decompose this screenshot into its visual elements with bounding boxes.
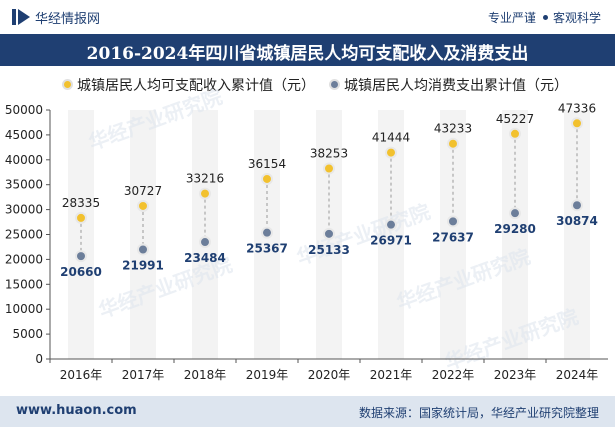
expense-point <box>323 227 335 240</box>
y-tick-label: 15000 <box>5 277 43 291</box>
brand-logo-icon <box>12 9 30 25</box>
y-tick-label: 10000 <box>5 302 43 316</box>
expense-point <box>385 218 397 231</box>
income-data-label: 43233 <box>434 122 472 136</box>
brand-name: 华经情报网 <box>35 12 101 27</box>
y-tick-label: 30000 <box>5 203 43 217</box>
income-point <box>571 117 583 130</box>
x-tick-label: 2020年 <box>308 368 351 382</box>
y-tick-label: 40000 <box>5 153 43 167</box>
column-band <box>564 110 590 359</box>
y-tick-label: 0 <box>35 352 43 366</box>
y-tick-label: 25000 <box>5 228 43 242</box>
y-tick-label: 35000 <box>5 178 43 192</box>
tagline-objective: 客观科学 <box>552 11 601 25</box>
y-tick-label: 20000 <box>5 252 43 266</box>
expense-data-label: 21991 <box>122 258 164 272</box>
expense-data-label: 25367 <box>246 242 288 256</box>
income-point <box>199 187 211 200</box>
expense-data-label: 27637 <box>432 230 474 244</box>
income-point <box>385 146 397 159</box>
expense-point <box>137 243 149 256</box>
income-data-label: 38253 <box>310 147 348 161</box>
income-point <box>447 137 459 150</box>
chart-title: 2016-2024年四川省城镇居民人均可支配收入及消费支出 <box>86 44 529 64</box>
expense-point <box>509 207 521 220</box>
expense-point <box>447 215 459 228</box>
header-bar: 华经情报网 专业严谨 客观科学 <box>0 0 615 34</box>
tagline-separator-dot <box>542 15 548 20</box>
income-data-label: 45227 <box>496 112 534 126</box>
legend-label-expense: 城镇居民人均消费支出累计值（元） <box>344 78 568 94</box>
expense-data-label: 25133 <box>308 243 350 257</box>
income-point <box>137 199 149 212</box>
expense-data-label: 30874 <box>556 214 598 228</box>
column-band <box>68 110 94 359</box>
income-data-label: 33216 <box>186 172 224 186</box>
income-point <box>261 172 273 185</box>
footer-url[interactable]: www.huaon.com <box>16 403 137 418</box>
legend-item-income: 城镇居民人均可支配收入累计值（元） <box>62 75 315 95</box>
x-tick-label: 2017年 <box>122 368 165 382</box>
tagline: 专业严谨 客观科学 <box>488 9 601 26</box>
x-tick-label: 2022年 <box>432 368 475 382</box>
x-tick-label: 2019年 <box>246 368 289 382</box>
income-data-label: 28335 <box>62 196 100 210</box>
expense-data-label: 23484 <box>184 251 226 265</box>
x-tick-label: 2016年 <box>60 368 103 382</box>
y-tick-label: 45000 <box>5 128 43 142</box>
expense-point <box>571 199 583 212</box>
column-band <box>502 110 528 359</box>
income-point <box>323 162 335 175</box>
legend-marker-expense <box>329 79 340 90</box>
legend-item-expense: 城镇居民人均消费支出累计值（元） <box>329 75 568 95</box>
expense-data-label: 26971 <box>370 234 412 248</box>
income-data-label: 30727 <box>124 184 162 198</box>
y-tick-label: 5000 <box>12 327 43 341</box>
legend-label-income: 城镇居民人均可支配收入累计值（元） <box>77 78 315 94</box>
column-band <box>130 110 156 359</box>
footer-source: 数据来源：国家统计局，华经产业研究院整理 <box>358 406 599 420</box>
watermark: 华经产业研究院 <box>294 199 434 269</box>
column-band <box>192 110 218 359</box>
expense-point <box>199 236 211 249</box>
x-tick-label: 2023年 <box>494 368 537 382</box>
income-point <box>509 127 521 140</box>
expense-data-label: 29280 <box>494 222 536 236</box>
expense-point <box>75 250 87 263</box>
footer-bar: www.huaon.com 数据来源：国家统计局，华经产业研究院整理 <box>0 396 615 427</box>
x-tick-label: 2024年 <box>556 368 599 382</box>
y-tick-label: 50000 <box>5 103 43 117</box>
legend-marker-income <box>62 79 73 90</box>
tagline-professional: 专业严谨 <box>487 11 536 25</box>
income-data-label: 47336 <box>558 101 596 115</box>
income-data-label: 41444 <box>372 131 410 145</box>
chart-legend: 城镇居民人均可支配收入累计值（元） 城镇居民人均消费支出累计值（元） <box>62 75 582 95</box>
expense-point <box>261 226 273 239</box>
x-tick-label: 2018年 <box>184 368 227 382</box>
expense-data-label: 20660 <box>60 265 102 279</box>
income-point <box>75 211 87 224</box>
income-data-label: 36154 <box>248 157 286 171</box>
title-bar: 2016-2024年四川省城镇居民人均可支配收入及消费支出 <box>0 34 615 66</box>
x-tick-label: 2021年 <box>370 368 413 382</box>
